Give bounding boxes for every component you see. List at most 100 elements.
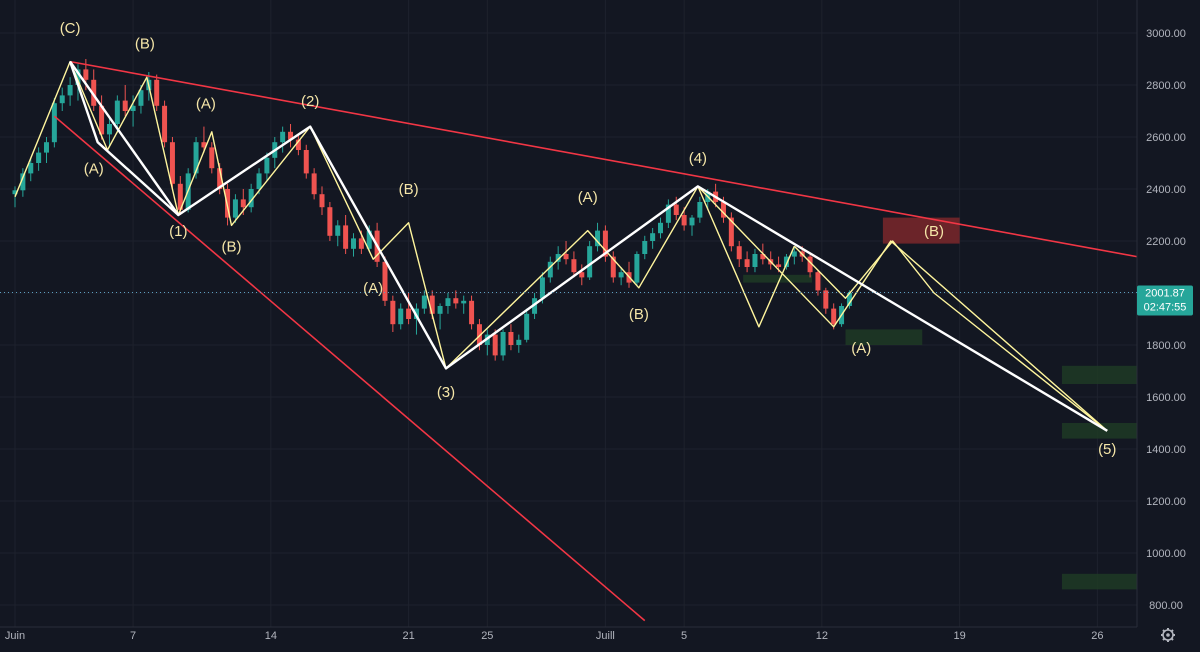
wave-label: (4) bbox=[689, 150, 707, 167]
candle bbox=[382, 261, 388, 301]
wave-label: (B) bbox=[629, 306, 649, 323]
candle bbox=[358, 238, 364, 249]
candle bbox=[476, 324, 482, 345]
time-tick-label: Juill bbox=[596, 630, 615, 642]
price-tick-label: 2400.00 bbox=[1146, 184, 1186, 196]
price-tick-label: 2800.00 bbox=[1146, 80, 1186, 92]
time-tick-label: 25 bbox=[481, 630, 493, 642]
candle bbox=[681, 215, 687, 226]
candle bbox=[547, 261, 553, 278]
current-price-value: 2001.87 bbox=[1145, 288, 1185, 300]
candle bbox=[720, 202, 726, 218]
candle bbox=[83, 69, 89, 80]
candle bbox=[437, 306, 443, 314]
target-zone bbox=[1061, 365, 1137, 384]
candle bbox=[12, 190, 18, 195]
candle bbox=[689, 217, 695, 226]
price-tick-label: 1200.00 bbox=[1146, 496, 1186, 508]
candle bbox=[461, 300, 467, 304]
candle bbox=[114, 100, 120, 124]
candle bbox=[59, 95, 65, 104]
candle bbox=[571, 259, 577, 273]
candle bbox=[288, 131, 294, 140]
wave-label: (B) bbox=[924, 223, 944, 240]
current-price-tag: 2001.87 02:47:55 bbox=[1137, 285, 1193, 316]
candle bbox=[744, 259, 750, 267]
wave-label: (3) bbox=[437, 384, 455, 401]
candle bbox=[162, 105, 168, 143]
candle bbox=[280, 131, 286, 143]
time-tick-label: Juin bbox=[5, 630, 25, 642]
candle bbox=[43, 142, 49, 153]
wave-label: (A) bbox=[84, 160, 104, 177]
price-tick-label: 3000.00 bbox=[1146, 28, 1186, 40]
candle bbox=[390, 300, 396, 325]
candle bbox=[728, 217, 734, 247]
candle bbox=[122, 100, 128, 111]
candle bbox=[264, 157, 270, 174]
wave-label: (5) bbox=[1098, 441, 1116, 458]
wave-lines bbox=[14, 60, 1137, 622]
candle bbox=[75, 69, 81, 85]
target-zone bbox=[1061, 423, 1137, 439]
candle bbox=[760, 254, 766, 260]
candle bbox=[445, 298, 451, 306]
candle bbox=[429, 295, 435, 314]
candle bbox=[815, 272, 821, 291]
target-zone bbox=[1061, 573, 1137, 590]
white-wave-line bbox=[68, 61, 180, 216]
candle bbox=[232, 199, 238, 218]
yellow-wave-line bbox=[793, 240, 1108, 432]
price-axis[interactable]: 3000.002800.002600.002400.002200.002000.… bbox=[1146, 28, 1186, 612]
candle bbox=[650, 233, 656, 241]
candle bbox=[823, 290, 829, 309]
candle bbox=[783, 256, 789, 267]
candle bbox=[366, 230, 372, 249]
wave-label: (2) bbox=[301, 93, 319, 110]
candle bbox=[398, 308, 404, 325]
candle bbox=[508, 332, 514, 345]
candle bbox=[579, 272, 585, 278]
candle bbox=[673, 204, 679, 215]
candle bbox=[516, 339, 522, 345]
candle bbox=[791, 251, 797, 257]
candle bbox=[610, 256, 616, 278]
candle bbox=[256, 173, 262, 189]
candles bbox=[12, 59, 852, 361]
lower-trendline bbox=[53, 115, 646, 622]
settings-gear-icon[interactable] bbox=[1161, 628, 1175, 642]
candle bbox=[807, 256, 813, 273]
candle bbox=[201, 142, 207, 148]
upper-trendline bbox=[69, 60, 1137, 258]
candle bbox=[469, 300, 475, 325]
candle bbox=[697, 202, 703, 218]
candle bbox=[453, 298, 459, 304]
candle bbox=[91, 79, 97, 106]
candle bbox=[500, 332, 506, 356]
time-tick-label: 14 bbox=[265, 630, 277, 642]
price-tick-label: 1000.00 bbox=[1146, 548, 1186, 560]
candle bbox=[248, 189, 254, 208]
candle bbox=[295, 139, 301, 150]
candle bbox=[658, 222, 664, 234]
time-axis[interactable]: Juin 7 14 21 25 Juill 5 12 19 26 bbox=[5, 630, 1104, 642]
candle bbox=[20, 173, 26, 191]
candle bbox=[138, 90, 144, 106]
candle bbox=[350, 238, 356, 249]
candle bbox=[154, 79, 160, 106]
candle bbox=[67, 85, 73, 96]
candle bbox=[177, 183, 183, 210]
candle bbox=[303, 150, 309, 174]
target-zone bbox=[845, 329, 923, 345]
candle bbox=[106, 124, 112, 135]
time-tick-label: 19 bbox=[954, 630, 966, 642]
wave-labels: (C) (B) (A) (A) (1) (B) (2) (A) (B) (3) (A) (B) (4) (… bbox=[60, 20, 1117, 458]
candle bbox=[406, 308, 412, 319]
candle bbox=[311, 173, 317, 195]
time-tick-label: 7 bbox=[130, 630, 136, 642]
candle bbox=[618, 272, 624, 278]
candle bbox=[532, 298, 538, 314]
